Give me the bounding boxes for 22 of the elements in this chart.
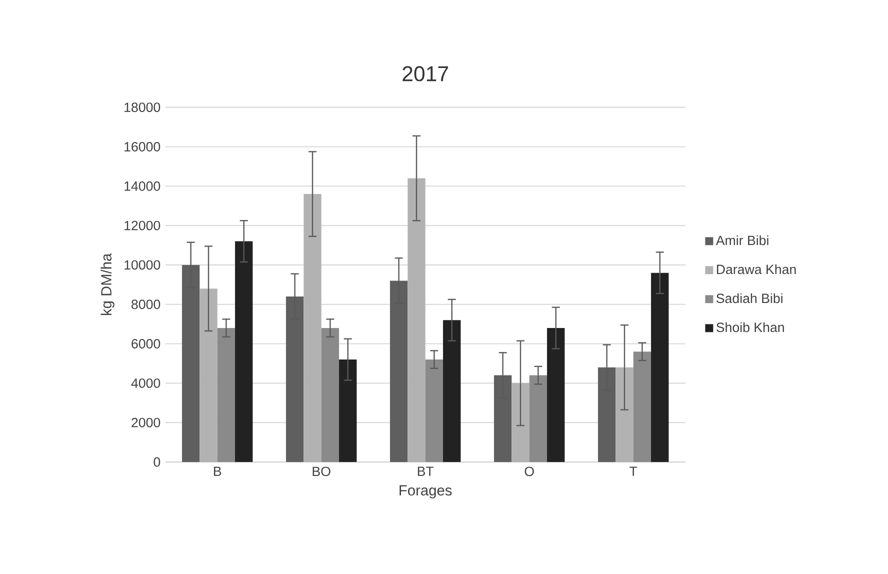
x-tick-label: T [630, 466, 638, 476]
y-tick-label: 14000 [124, 181, 160, 191]
y-tick-label: 10000 [124, 260, 160, 270]
y-tick-label: 6000 [132, 339, 160, 348]
x-tick-label: O [524, 466, 534, 476]
y-tick-label: 18000 [124, 102, 160, 112]
y-tick-label: 12000 [124, 220, 160, 230]
x-axis-title: Forages [400, 485, 452, 498]
x-tick-label: BT [418, 466, 434, 476]
chart-title: 2017 [402, 66, 448, 82]
legend-label: Darawa Khan [716, 264, 796, 274]
legend-label: Shoib Khan [716, 322, 784, 332]
y-tick-label: 2000 [132, 418, 160, 428]
legend-label: Sadiah Bibi [716, 293, 782, 304]
y-axis-title: kg DM/ha [100, 253, 114, 316]
legend-label: Amir Bibi [716, 235, 768, 246]
x-tick-label: BO [312, 466, 330, 476]
y-tick-label: 16000 [124, 142, 160, 152]
x-tick-label: B [214, 466, 222, 476]
y-tick-label: 4000 [131, 378, 160, 388]
y-tick-label: 8000 [132, 300, 160, 310]
y-tick-label: 0 [154, 457, 160, 467]
